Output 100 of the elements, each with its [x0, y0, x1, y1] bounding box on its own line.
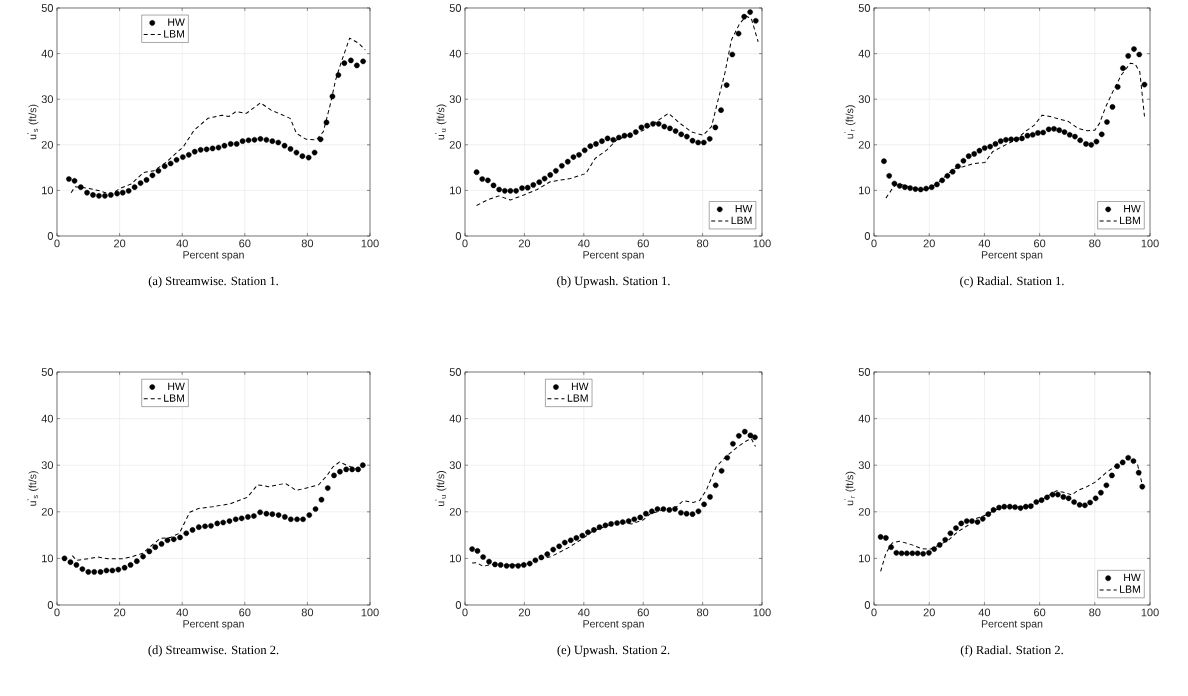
- x-tick-label: 20: [114, 239, 126, 248]
- y-axis-title: u$^{'}$$_{r}$ (ft/s): [844, 471, 856, 506]
- point: [953, 525, 959, 531]
- legend-label: HW: [1124, 573, 1141, 582]
- x-tick-label: 0: [871, 608, 877, 617]
- point: [282, 514, 288, 520]
- x-tick-label: 80: [301, 239, 314, 248]
- point: [752, 434, 758, 441]
- point: [125, 188, 132, 194]
- y-tick-label: 20: [858, 140, 871, 149]
- point: [164, 537, 171, 544]
- point: [232, 516, 239, 523]
- point: [926, 550, 932, 556]
- point: [1119, 459, 1126, 466]
- point: [917, 186, 924, 193]
- point: [220, 519, 227, 526]
- point: [1035, 130, 1041, 136]
- point: [581, 147, 588, 154]
- legend-label: LBM: [731, 216, 752, 224]
- y-tick-label: 50: [41, 368, 54, 376]
- x-tick-label: 80: [1089, 608, 1101, 617]
- point: [1136, 51, 1143, 58]
- y-tick-label: 10: [42, 186, 54, 195]
- x-axis-title: Percent span: [583, 620, 644, 630]
- x-tick-label: 60: [239, 239, 251, 248]
- point: [343, 466, 350, 473]
- y-tick-label: 0: [47, 601, 54, 609]
- point: [530, 182, 537, 188]
- point: [689, 137, 696, 144]
- text: (a) Streamwise. Station 1.: [148, 276, 278, 288]
- x-tick-label: 100: [753, 239, 771, 248]
- point: [638, 124, 645, 131]
- point: [747, 9, 753, 15]
- point: [701, 501, 707, 508]
- point: [614, 520, 620, 526]
- x-axis-title: Percent span: [183, 620, 244, 630]
- point: [515, 563, 521, 569]
- point: [650, 121, 656, 127]
- point: [1013, 136, 1020, 143]
- x-tick-label: 60: [637, 239, 649, 248]
- point: [695, 508, 702, 515]
- point: [643, 510, 649, 517]
- point: [881, 158, 887, 165]
- point: [293, 149, 300, 156]
- point: [631, 516, 638, 523]
- y-tick-label: 50: [449, 4, 462, 12]
- point: [591, 527, 597, 533]
- point: [281, 142, 288, 149]
- point: [1114, 84, 1121, 90]
- point: [257, 136, 264, 142]
- point: [354, 62, 360, 69]
- point: [707, 494, 713, 500]
- point: [502, 188, 508, 194]
- point: [1087, 499, 1093, 506]
- point: [519, 185, 525, 191]
- point: [627, 132, 633, 139]
- point: [604, 135, 611, 142]
- point: [1024, 132, 1031, 139]
- point: [140, 553, 146, 560]
- text: (b) Upwash. Station 1.: [557, 276, 670, 288]
- y-tick-label: 40: [41, 414, 54, 423]
- point: [678, 131, 685, 138]
- point: [936, 542, 943, 548]
- point: [1061, 129, 1068, 135]
- point: [1029, 131, 1036, 138]
- point: [1131, 46, 1137, 52]
- point: [226, 518, 233, 524]
- point: [564, 158, 571, 165]
- point: [1082, 502, 1088, 509]
- point: [1027, 503, 1034, 510]
- point: [479, 176, 486, 182]
- y-tick-label: 10: [450, 186, 462, 195]
- point: [77, 184, 84, 190]
- point: [741, 428, 748, 435]
- point: [544, 551, 551, 558]
- point: [741, 13, 747, 20]
- point: [1003, 136, 1009, 143]
- legend-label: HW: [168, 382, 185, 390]
- point: [221, 142, 228, 149]
- point: [1060, 494, 1067, 500]
- legend-label: HW: [1124, 205, 1141, 213]
- text: (f) Radial. Station 2.: [960, 645, 1063, 657]
- point: [907, 185, 913, 191]
- point: [311, 149, 318, 156]
- point: [974, 519, 981, 525]
- point: [683, 510, 690, 517]
- point: [318, 496, 325, 503]
- point: [570, 154, 577, 160]
- x-tick-label: 40: [176, 239, 188, 248]
- x-tick-label: 40: [577, 608, 590, 617]
- y-tick-label: 40: [858, 414, 871, 423]
- point: [585, 529, 591, 536]
- point: [251, 136, 258, 143]
- point: [947, 530, 954, 537]
- point: [306, 512, 313, 518]
- point: [170, 536, 177, 543]
- point: [997, 138, 1004, 144]
- point: [532, 557, 539, 564]
- point: [496, 186, 502, 193]
- point: [183, 530, 190, 537]
